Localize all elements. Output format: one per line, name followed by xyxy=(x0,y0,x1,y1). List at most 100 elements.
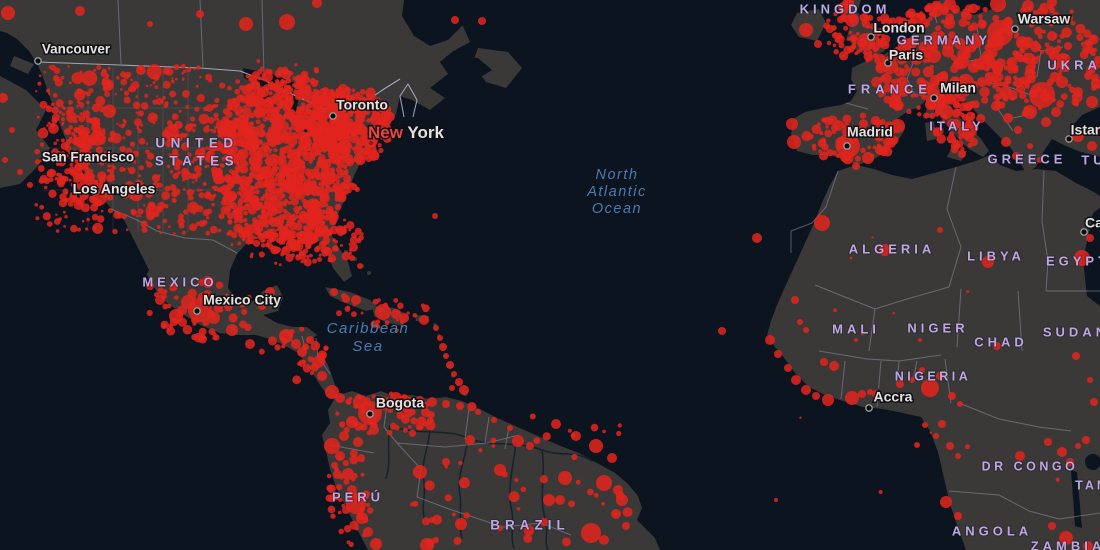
case-bubble[interactable] xyxy=(110,164,114,168)
case-bubble[interactable] xyxy=(89,195,93,200)
case-bubble[interactable] xyxy=(213,117,218,121)
case-bubble[interactable] xyxy=(243,233,247,238)
case-bubble[interactable] xyxy=(299,326,305,332)
case-bubble[interactable] xyxy=(342,164,348,170)
case-bubble[interactable] xyxy=(349,110,354,115)
case-bubble[interactable] xyxy=(372,112,377,117)
case-bubble[interactable] xyxy=(957,104,962,108)
case-bubble[interactable] xyxy=(823,22,830,30)
case-bubble[interactable] xyxy=(922,58,928,64)
case-bubble[interactable] xyxy=(246,294,252,300)
case-bubble[interactable] xyxy=(1016,84,1026,94)
case-bubble[interactable] xyxy=(109,168,115,174)
case-bubble[interactable] xyxy=(269,83,277,90)
case-bubble[interactable] xyxy=(101,68,107,74)
case-bubble[interactable] xyxy=(9,127,15,133)
case-bubble[interactable] xyxy=(317,371,327,381)
case-bubble[interactable] xyxy=(213,112,219,118)
case-bubble[interactable] xyxy=(242,120,248,125)
case-bubble[interactable] xyxy=(363,527,373,537)
case-bubble[interactable] xyxy=(320,220,326,226)
case-bubble[interactable] xyxy=(379,103,388,111)
case-bubble[interactable] xyxy=(880,37,885,42)
case-bubble[interactable] xyxy=(145,149,150,155)
case-bubble[interactable] xyxy=(571,453,578,461)
case-bubble[interactable] xyxy=(354,227,362,235)
case-bubble[interactable] xyxy=(168,225,171,229)
case-bubble[interactable] xyxy=(1012,152,1020,160)
case-bubble[interactable] xyxy=(954,38,966,50)
case-bubble[interactable] xyxy=(906,67,912,73)
case-bubble[interactable] xyxy=(929,112,936,119)
case-bubble[interactable] xyxy=(599,535,609,545)
case-bubble[interactable] xyxy=(252,239,261,247)
case-bubble[interactable] xyxy=(1048,522,1056,530)
case-bubble[interactable] xyxy=(841,54,845,58)
case-bubble[interactable] xyxy=(353,437,363,447)
case-bubble[interactable] xyxy=(812,392,820,400)
case-bubble[interactable] xyxy=(351,295,361,305)
case-bubble[interactable] xyxy=(372,109,377,114)
case-bubble[interactable] xyxy=(803,327,809,333)
case-bubble[interactable] xyxy=(835,34,845,44)
case-bubble[interactable] xyxy=(266,165,271,170)
case-bubble[interactable] xyxy=(315,80,319,83)
case-bubble[interactable] xyxy=(239,94,246,101)
case-bubble[interactable] xyxy=(1073,87,1083,97)
case-bubble[interactable] xyxy=(382,119,389,125)
case-bubble[interactable] xyxy=(371,394,376,399)
case-bubble[interactable] xyxy=(342,460,349,467)
case-bubble[interactable] xyxy=(951,94,961,104)
case-bubble[interactable] xyxy=(62,106,66,111)
case-bubble[interactable] xyxy=(791,375,801,385)
case-bubble[interactable] xyxy=(223,178,227,182)
case-bubble[interactable] xyxy=(138,137,146,145)
case-bubble[interactable] xyxy=(107,67,111,70)
case-bubble[interactable] xyxy=(146,282,154,290)
case-bubble[interactable] xyxy=(255,119,261,125)
case-bubble[interactable] xyxy=(63,176,69,182)
case-bubble[interactable] xyxy=(305,243,312,249)
case-bubble[interactable] xyxy=(186,189,194,197)
case-bubble[interactable] xyxy=(172,232,176,236)
case-bubble[interactable] xyxy=(306,210,312,216)
case-bubble[interactable] xyxy=(270,169,277,177)
case-bubble[interactable] xyxy=(866,25,870,29)
case-bubble[interactable] xyxy=(942,38,954,50)
case-bubble[interactable] xyxy=(295,232,301,238)
case-bubble[interactable] xyxy=(277,66,284,74)
case-bubble[interactable] xyxy=(339,243,343,247)
case-bubble[interactable] xyxy=(419,315,429,325)
case-bubble[interactable] xyxy=(138,165,144,171)
case-bubble[interactable] xyxy=(60,151,66,157)
case-bubble[interactable] xyxy=(871,76,882,88)
case-bubble[interactable] xyxy=(136,65,146,75)
case-bubble[interactable] xyxy=(56,173,60,176)
case-bubble[interactable] xyxy=(607,453,617,463)
case-bubble[interactable] xyxy=(312,356,324,368)
case-bubble[interactable] xyxy=(263,220,268,225)
case-bubble[interactable] xyxy=(1057,39,1061,44)
case-bubble[interactable] xyxy=(593,492,599,498)
case-bubble[interactable] xyxy=(61,121,65,125)
case-bubble[interactable] xyxy=(91,103,101,113)
case-bubble[interactable] xyxy=(327,158,332,164)
case-bubble[interactable] xyxy=(1082,436,1090,444)
case-bubble[interactable] xyxy=(258,251,265,258)
case-bubble[interactable] xyxy=(277,130,289,142)
case-bubble[interactable] xyxy=(920,46,925,52)
case-bubble[interactable] xyxy=(539,475,549,484)
case-bubble[interactable] xyxy=(289,183,297,192)
case-bubble[interactable] xyxy=(879,118,886,126)
case-bubble[interactable] xyxy=(439,343,447,351)
case-bubble[interactable] xyxy=(269,148,273,152)
case-bubble[interactable] xyxy=(227,129,233,135)
case-bubble[interactable] xyxy=(310,110,318,118)
case-bubble[interactable] xyxy=(888,17,897,26)
case-bubble[interactable] xyxy=(43,71,46,74)
case-bubble[interactable] xyxy=(413,465,427,479)
case-bubble[interactable] xyxy=(224,205,232,213)
case-bubble[interactable] xyxy=(343,174,352,183)
case-bubble[interactable] xyxy=(882,129,889,136)
case-bubble[interactable] xyxy=(951,108,961,118)
